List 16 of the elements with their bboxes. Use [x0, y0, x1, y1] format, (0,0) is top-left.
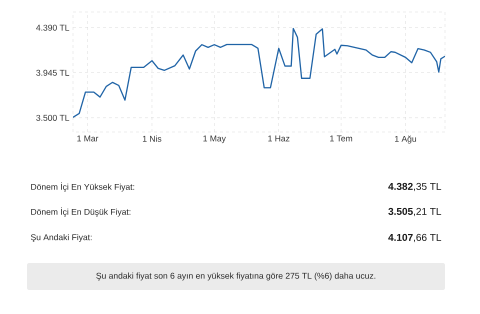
y-tick-label: 3.500 TL	[36, 114, 70, 121]
x-tick-label: 1 Ağu	[395, 136, 416, 144]
y-tick-label: 4.390 TL	[36, 24, 70, 31]
x-tick-label: 1 Nis	[142, 136, 162, 142]
x-tick-label: 1 May	[203, 136, 226, 144]
text: Şu andaki fiyat son 6 ayın en yüksek fiyatına göre 275 TL (%6) daha ucuz.	[96, 272, 376, 280]
text: Dönem İçi En Düşük Fiyat:	[31, 207, 130, 217]
text: 4.382,35 TL	[388, 182, 442, 192]
y-tick-label: 3.945 TL	[36, 70, 70, 76]
x-tick-label: 1 Tem	[330, 136, 352, 142]
text: Dönem İçi En Yüksek Fiyat:	[31, 182, 134, 192]
text: 4.107,66 TL	[388, 234, 442, 242]
x-tick-label: 1 Mar	[77, 136, 98, 142]
x-tick-label: 1 Haz	[268, 136, 290, 142]
text: 3.505,21 TL	[388, 208, 442, 216]
text: Şu Andaki Fiyat:	[30, 234, 92, 242]
